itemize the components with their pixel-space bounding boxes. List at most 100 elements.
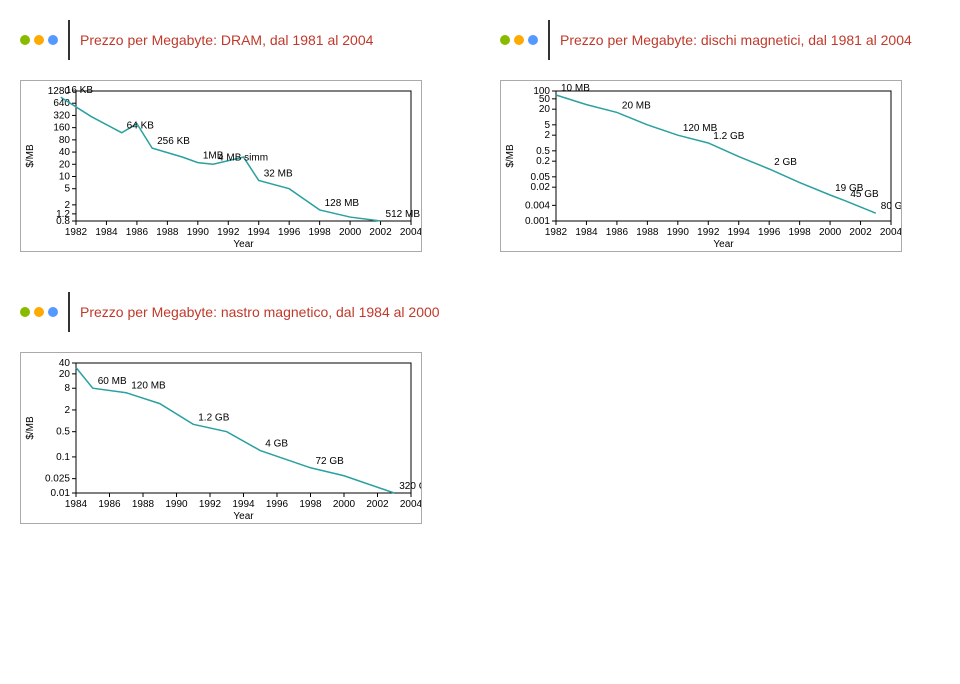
svg-text:20: 20 <box>59 369 71 380</box>
svg-text:1988: 1988 <box>156 227 179 238</box>
dot-icon <box>528 35 538 45</box>
svg-text:0.2: 0.2 <box>536 156 550 167</box>
svg-text:1986: 1986 <box>126 227 149 238</box>
svg-text:2: 2 <box>544 130 550 141</box>
svg-text:2000: 2000 <box>333 499 356 510</box>
svg-text:1986: 1986 <box>606 227 629 238</box>
svg-text:1984: 1984 <box>95 227 118 238</box>
dram-chart: 0.81.22510204080160320640128019821984198… <box>20 80 422 252</box>
svg-text:512 MB: 512 MB <box>386 209 421 220</box>
dot-icon <box>48 35 58 45</box>
dot-icon <box>20 307 30 317</box>
svg-text:1994: 1994 <box>232 499 255 510</box>
chart3-title: Prezzo per Megabyte: nastro magnetico, d… <box>80 303 440 321</box>
svg-text:2002: 2002 <box>366 499 389 510</box>
svg-text:1982: 1982 <box>65 227 88 238</box>
decorative-dots <box>20 35 58 45</box>
svg-text:60 MB: 60 MB <box>98 376 127 387</box>
svg-text:2: 2 <box>64 200 70 211</box>
svg-text:320: 320 <box>53 110 70 121</box>
svg-text:45 GB: 45 GB <box>850 189 879 200</box>
svg-text:Year: Year <box>713 239 734 250</box>
svg-text:2002: 2002 <box>369 227 392 238</box>
svg-text:1990: 1990 <box>667 227 690 238</box>
svg-text:1994: 1994 <box>728 227 751 238</box>
svg-text:128 MB: 128 MB <box>325 198 360 209</box>
svg-text:1984: 1984 <box>65 499 88 510</box>
svg-text:0.5: 0.5 <box>536 146 550 157</box>
decorative-dots <box>20 307 58 317</box>
svg-text:40: 40 <box>59 147 71 158</box>
tape-chart: 0.010.0250.10.52820401984198619881990199… <box>20 352 422 524</box>
chart2-heading: Prezzo per Megabyte: dischi magnetici, d… <box>500 20 940 60</box>
svg-text:10: 10 <box>59 171 71 182</box>
svg-text:32 MB: 32 MB <box>264 168 293 179</box>
dot-icon <box>48 307 58 317</box>
svg-text:4 MB simm: 4 MB simm <box>218 152 268 163</box>
svg-text:0.05: 0.05 <box>531 172 551 183</box>
svg-text:$/MB: $/MB <box>25 144 36 168</box>
svg-text:1998: 1998 <box>309 227 332 238</box>
svg-text:0.5: 0.5 <box>56 427 70 438</box>
svg-text:16 KB: 16 KB <box>66 85 94 96</box>
svg-text:1996: 1996 <box>758 227 781 238</box>
dot-icon <box>500 35 510 45</box>
dot-icon <box>20 35 30 45</box>
svg-text:8: 8 <box>64 383 70 394</box>
svg-text:2002: 2002 <box>849 227 872 238</box>
svg-text:2 GB: 2 GB <box>774 157 797 168</box>
svg-text:1992: 1992 <box>199 499 222 510</box>
dot-icon <box>34 35 44 45</box>
divider-icon <box>68 20 70 60</box>
svg-text:256 KB: 256 KB <box>157 136 190 147</box>
svg-text:640: 640 <box>53 98 70 109</box>
svg-text:1.2 GB: 1.2 GB <box>713 131 744 142</box>
svg-text:2004: 2004 <box>880 227 902 238</box>
svg-text:1994: 1994 <box>248 227 271 238</box>
svg-text:1.2 GB: 1.2 GB <box>198 412 229 423</box>
svg-text:5: 5 <box>64 184 70 195</box>
svg-text:1986: 1986 <box>98 499 121 510</box>
disk-chart: 0.0010.0040.020.050.20.52520501001982198… <box>500 80 902 252</box>
svg-text:0.1: 0.1 <box>56 452 70 463</box>
svg-text:80: 80 <box>59 135 71 146</box>
divider-icon <box>548 20 550 60</box>
svg-text:1988: 1988 <box>132 499 155 510</box>
svg-text:1998: 1998 <box>299 499 322 510</box>
svg-text:Year: Year <box>233 239 254 250</box>
decorative-dots <box>500 35 538 45</box>
svg-text:0.025: 0.025 <box>45 474 70 485</box>
svg-text:1998: 1998 <box>789 227 812 238</box>
svg-text:$/MB: $/MB <box>25 416 36 440</box>
svg-text:64 KB: 64 KB <box>127 121 155 132</box>
chart1-title: Prezzo per Megabyte: DRAM, dal 1981 al 2… <box>80 31 373 49</box>
svg-text:320 GB: 320 GB <box>399 481 422 492</box>
svg-text:1996: 1996 <box>278 227 301 238</box>
svg-text:120 MB: 120 MB <box>131 381 166 392</box>
svg-text:1984: 1984 <box>575 227 598 238</box>
svg-text:0.01: 0.01 <box>51 488 71 499</box>
svg-text:1992: 1992 <box>217 227 240 238</box>
svg-text:1988: 1988 <box>636 227 659 238</box>
svg-text:1996: 1996 <box>266 499 289 510</box>
svg-text:2: 2 <box>64 405 70 416</box>
svg-text:100: 100 <box>533 86 550 97</box>
svg-text:1990: 1990 <box>187 227 210 238</box>
divider-icon <box>68 292 70 332</box>
svg-text:160: 160 <box>53 123 70 134</box>
svg-text:1992: 1992 <box>697 227 720 238</box>
svg-text:2004: 2004 <box>400 499 422 510</box>
chart3-heading: Prezzo per Megabyte: nastro magnetico, d… <box>20 292 480 332</box>
svg-text:1990: 1990 <box>165 499 188 510</box>
svg-text:2000: 2000 <box>819 227 842 238</box>
svg-text:1982: 1982 <box>545 227 568 238</box>
dot-icon <box>34 307 44 317</box>
svg-text:Year: Year <box>233 511 254 522</box>
svg-text:4 GB: 4 GB <box>265 439 288 450</box>
svg-text:0.004: 0.004 <box>525 200 550 211</box>
svg-text:5: 5 <box>544 120 550 131</box>
dot-icon <box>514 35 524 45</box>
svg-text:0.001: 0.001 <box>525 216 550 227</box>
svg-text:20: 20 <box>539 104 551 115</box>
svg-text:2000: 2000 <box>339 227 362 238</box>
